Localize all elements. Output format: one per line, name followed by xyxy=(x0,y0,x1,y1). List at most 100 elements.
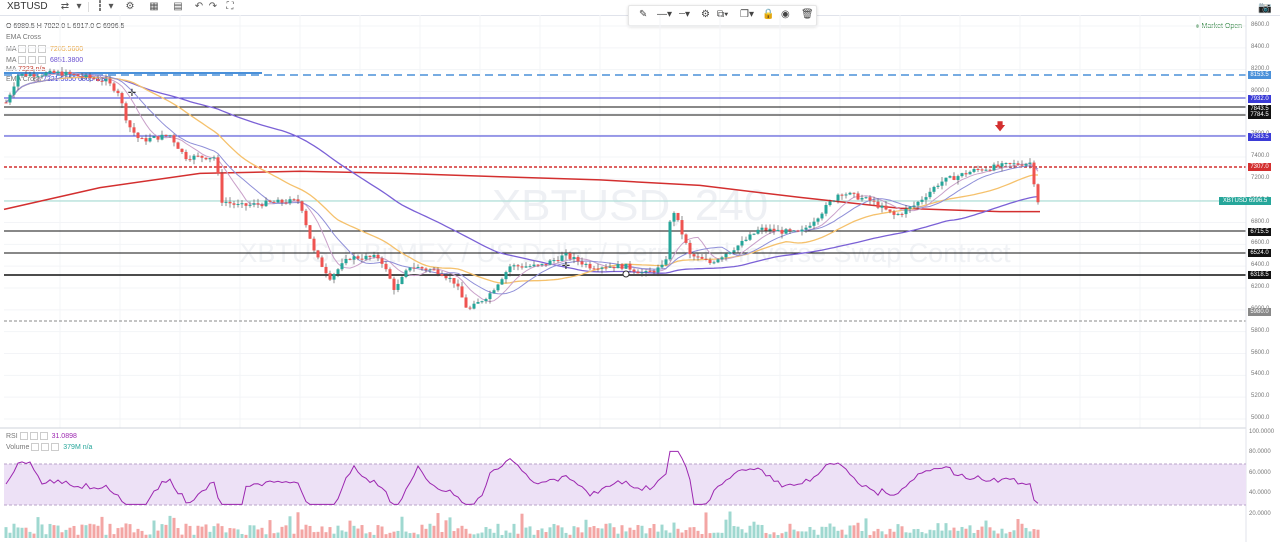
trash-icon[interactable]: 🗑 xyxy=(801,9,814,20)
gear-icon[interactable]: ⚙ xyxy=(701,9,710,20)
volume-bar xyxy=(24,527,28,538)
price-tag: 6715.5 xyxy=(1248,227,1271,236)
volume-bar xyxy=(504,530,508,538)
chevron-down-icon[interactable]: ▾ xyxy=(108,1,114,12)
close-icon[interactable] xyxy=(38,45,47,53)
candle xyxy=(120,93,124,104)
volume-bar xyxy=(664,530,668,538)
chevron-down-icon[interactable]: ▾ xyxy=(76,1,82,12)
current-price-tag: XBTUSD 6996.5 xyxy=(1219,197,1271,205)
price-tag: 7583.5 xyxy=(1248,132,1271,141)
volume-bar xyxy=(540,528,544,538)
rsi-legend[interactable]: RSI 31.0898 xyxy=(6,432,77,440)
down-arrow-icon[interactable]: 🡇 xyxy=(994,121,1005,133)
copy-icon[interactable]: ⧉▾ xyxy=(717,9,729,20)
candle xyxy=(520,266,524,268)
volume-bar xyxy=(1024,527,1028,538)
volume-bar xyxy=(448,517,452,538)
fullscreen-icon[interactable]: ⛶ xyxy=(226,1,234,12)
candle xyxy=(836,194,840,201)
clone-icon[interactable]: ❐▾ xyxy=(740,9,754,20)
candle xyxy=(892,211,896,215)
compare-icon[interactable]: ⇄ xyxy=(60,1,70,12)
undo-icon[interactable]: ↶ xyxy=(194,1,204,12)
gear-icon[interactable] xyxy=(28,56,37,64)
eye-icon[interactable]: ◉ xyxy=(781,9,790,20)
candle xyxy=(828,201,832,206)
candle xyxy=(460,286,464,298)
eye-icon[interactable] xyxy=(18,56,27,64)
candle xyxy=(240,203,244,205)
candle xyxy=(472,303,476,309)
close-icon[interactable] xyxy=(38,56,47,64)
legend-ma-2[interactable]: MA 6851.3800 xyxy=(6,56,83,64)
legend-ma-1[interactable]: MA 7205.5600 xyxy=(6,45,83,53)
gear-icon[interactable] xyxy=(28,45,37,53)
candle xyxy=(292,199,296,201)
line-style-icon[interactable]: ┄▾ xyxy=(679,9,691,20)
pencil-icon[interactable]: ✎ xyxy=(639,9,648,20)
volume-bar xyxy=(40,524,44,538)
template-icon[interactable]: ▤ xyxy=(173,1,183,12)
candle xyxy=(236,203,240,205)
candle xyxy=(964,173,968,175)
volume-bar xyxy=(868,534,872,538)
candle xyxy=(140,138,144,140)
symbol-label[interactable]: XBTUSD xyxy=(7,1,48,12)
redo-icon[interactable]: ↷ xyxy=(208,1,218,12)
candle xyxy=(856,193,860,200)
candle xyxy=(768,228,772,231)
volume-bar xyxy=(112,534,116,538)
candle xyxy=(496,284,500,291)
camera-icon[interactable]: 📷 xyxy=(1258,2,1272,14)
volume-bar xyxy=(728,511,732,538)
candle xyxy=(56,71,60,73)
eye-icon[interactable] xyxy=(18,45,27,53)
volume-bar xyxy=(1028,531,1032,538)
volume-bar xyxy=(224,532,228,538)
candle xyxy=(888,209,892,212)
volume-bar xyxy=(204,524,208,538)
gear-icon[interactable] xyxy=(29,432,38,440)
candle xyxy=(272,201,276,203)
volume-bar xyxy=(708,533,712,538)
volume-legend[interactable]: Volume 379M n/a xyxy=(6,443,92,451)
close-icon[interactable] xyxy=(51,443,60,451)
volume-bar xyxy=(360,525,364,538)
volume-bar xyxy=(696,530,700,538)
candle-style-icon[interactable]: ┇ xyxy=(96,1,104,12)
candle xyxy=(880,205,884,208)
candle xyxy=(920,199,924,202)
gear-icon[interactable] xyxy=(41,443,50,451)
eye-icon[interactable] xyxy=(19,432,28,440)
volume-bar xyxy=(824,526,828,538)
close-icon[interactable] xyxy=(39,432,48,440)
candle xyxy=(380,258,384,264)
eye-icon[interactable] xyxy=(31,443,40,451)
legend-ema-cross-2[interactable]: EMA Cross 7221.5650 6865 n/a xyxy=(6,76,105,83)
price-axis-label: 7200.0 xyxy=(1251,174,1270,181)
volume-bar xyxy=(804,531,808,538)
volume-bar xyxy=(408,533,412,538)
candle xyxy=(384,263,388,270)
indicators-icon[interactable]: ▦ xyxy=(149,1,159,12)
settings-gear-icon[interactable]: ⚙ xyxy=(125,1,135,12)
anchor-handle[interactable] xyxy=(622,270,630,278)
candle xyxy=(676,212,680,221)
line-color-icon[interactable]: —▾ xyxy=(657,9,673,20)
volume-bar xyxy=(592,526,596,538)
volume-bar xyxy=(764,532,768,538)
volume-bar xyxy=(432,525,436,538)
legend-ema-cross[interactable]: EMA Cross xyxy=(6,34,41,41)
candle xyxy=(376,254,380,259)
candle xyxy=(204,157,208,160)
lock-icon[interactable]: 🔒 xyxy=(762,9,775,20)
volume-bar xyxy=(1020,523,1024,538)
candle xyxy=(220,173,224,203)
candle xyxy=(716,259,720,263)
volume-bar xyxy=(768,534,772,538)
volume-bar xyxy=(848,525,852,538)
candle xyxy=(840,194,844,196)
volume-bar xyxy=(156,530,160,538)
